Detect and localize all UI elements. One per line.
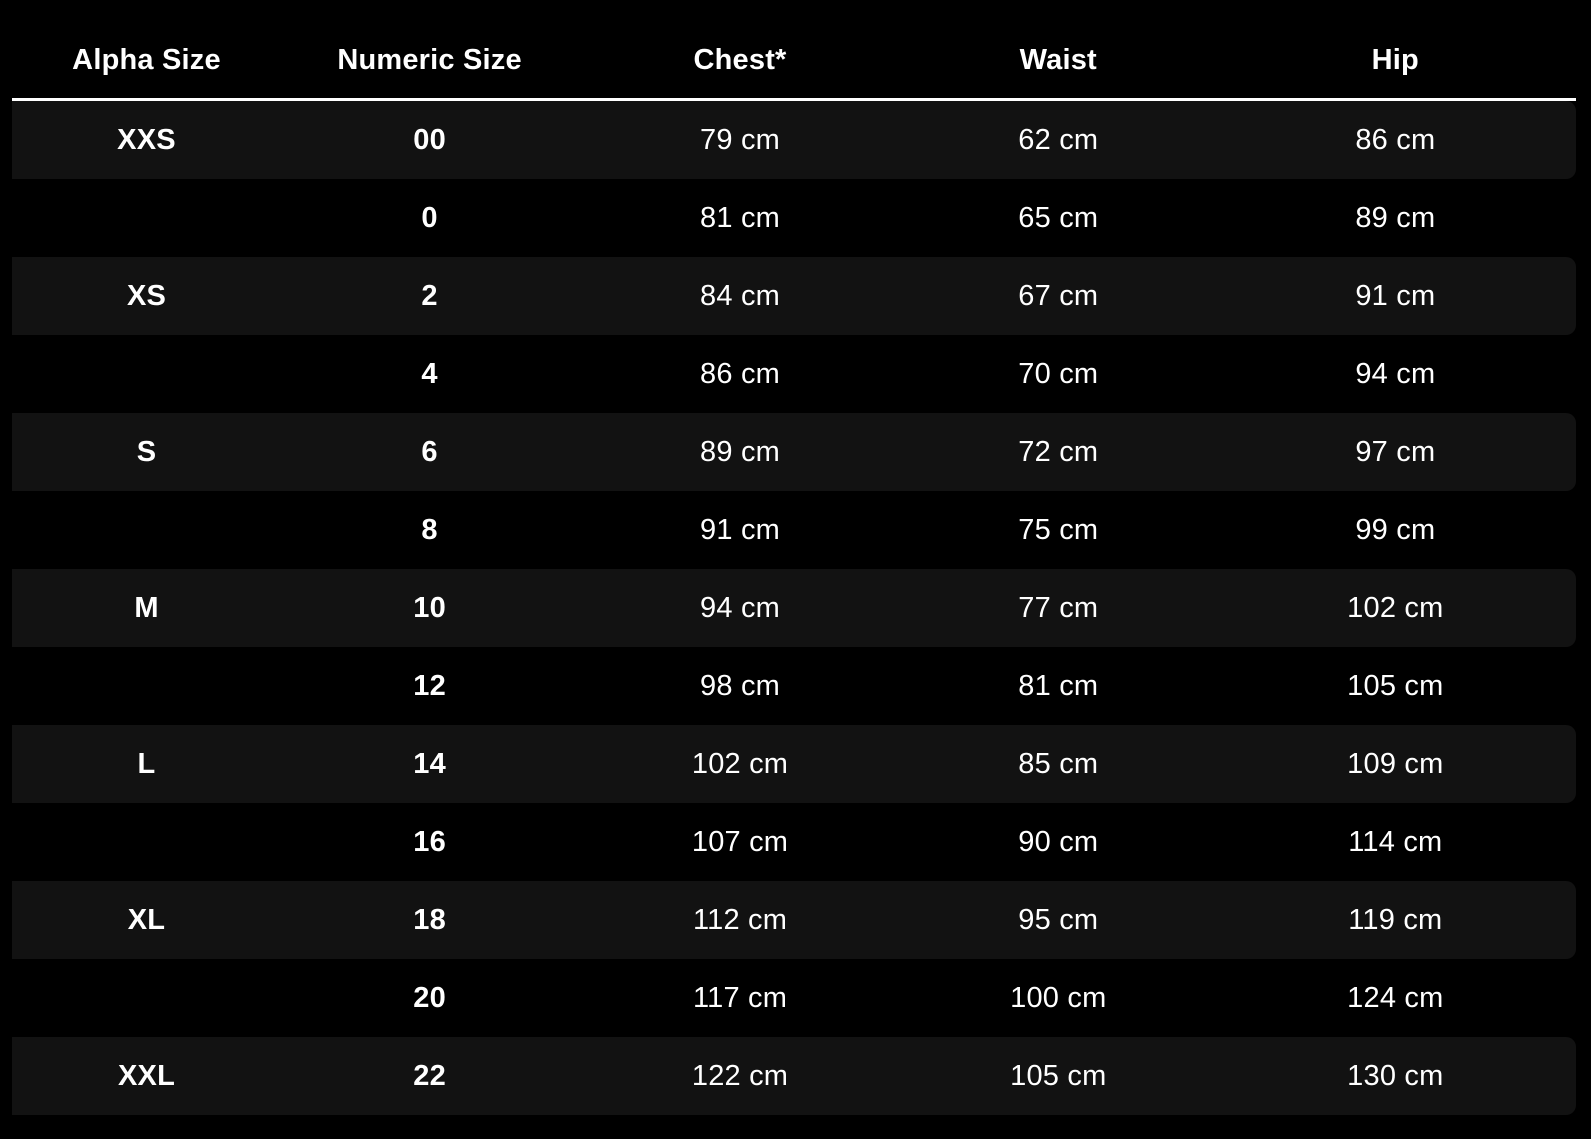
cell-chest: 84 cm <box>700 279 781 312</box>
cell-numeric-size: 12 <box>413 669 446 702</box>
table-row: 4 86 cm 70 cm 94 cm <box>12 335 1576 413</box>
cell-chest: 102 cm <box>691 747 789 780</box>
cell-alpha-size: M <box>134 591 159 624</box>
cell-waist: 90 cm <box>1018 825 1099 858</box>
cell-alpha-size: L <box>137 747 156 780</box>
cell-chest: 86 cm <box>700 357 781 390</box>
cell-chest: 91 cm <box>700 513 781 546</box>
cell-waist: 62 cm <box>1018 123 1099 156</box>
table-header-row: Alpha Size Numeric Size Chest* Waist Hip <box>12 0 1576 98</box>
cell-hip: 102 cm <box>1347 591 1444 624</box>
column-header-hip: Hip <box>1371 43 1419 76</box>
table-row: XXL 22 122 cm 105 cm 130 cm <box>12 1037 1576 1115</box>
cell-hip: 109 cm <box>1347 747 1444 780</box>
cell-alpha-size: XXL <box>118 1059 175 1092</box>
cell-numeric-size: 8 <box>421 513 438 546</box>
table-row: XS 2 84 cm 67 cm 91 cm <box>12 257 1576 335</box>
cell-waist: 65 cm <box>1018 201 1099 234</box>
cell-chest: 98 cm <box>700 669 781 702</box>
cell-numeric-size: 0 <box>421 201 438 234</box>
cell-waist: 105 cm <box>1010 1059 1107 1092</box>
cell-waist: 75 cm <box>1018 513 1099 546</box>
cell-numeric-size: 6 <box>421 435 438 468</box>
cell-waist: 77 cm <box>1018 591 1099 624</box>
size-chart-table: Alpha Size Numeric Size Chest* Waist Hip… <box>12 0 1576 1115</box>
table-row: S 6 89 cm 72 cm 97 cm <box>12 413 1576 491</box>
cell-waist: 70 cm <box>1018 357 1099 390</box>
cell-chest: 94 cm <box>700 591 781 624</box>
cell-hip: 119 cm <box>1348 903 1443 936</box>
cell-waist: 100 cm <box>1010 981 1107 1014</box>
cell-chest: 81 cm <box>700 201 781 234</box>
cell-alpha-size: XS <box>126 279 167 312</box>
cell-chest: 117 cm <box>692 981 788 1014</box>
cell-numeric-size: 00 <box>413 123 446 156</box>
cell-hip: 130 cm <box>1347 1059 1444 1092</box>
cell-hip: 99 cm <box>1355 513 1436 546</box>
cell-hip: 89 cm <box>1355 201 1436 234</box>
table-row: 16 107 cm 90 cm 114 cm <box>12 803 1576 881</box>
table-body: XXS 00 79 cm 62 cm 86 cm 0 81 cm 65 cm 89 cm XS 2 8… <box>12 101 1576 1115</box>
cell-alpha-size: S <box>136 435 157 468</box>
cell-waist: 81 cm <box>1018 669 1099 702</box>
cell-numeric-size: 16 <box>413 825 446 858</box>
table-row: 8 91 cm 75 cm 99 cm <box>12 491 1576 569</box>
cell-chest: 107 cm <box>691 825 789 858</box>
table-row: XL 18 112 cm 95 cm 119 cm <box>12 881 1576 959</box>
cell-waist: 67 cm <box>1018 279 1099 312</box>
table-row: 12 98 cm 81 cm 105 cm <box>12 647 1576 725</box>
cell-hip: 105 cm <box>1347 669 1444 702</box>
cell-chest: 89 cm <box>700 435 781 468</box>
cell-hip: 86 cm <box>1355 123 1436 156</box>
table-row: 0 81 cm 65 cm 89 cm <box>12 179 1576 257</box>
cell-numeric-size: 22 <box>413 1059 446 1092</box>
cell-alpha-size: XXS <box>117 123 176 156</box>
cell-numeric-size: 10 <box>413 591 446 624</box>
cell-chest: 112 cm <box>692 903 788 936</box>
cell-numeric-size: 18 <box>413 903 446 936</box>
column-header-waist: Waist <box>1019 43 1097 76</box>
column-header-numeric-size: Numeric Size <box>337 43 522 76</box>
cell-numeric-size: 4 <box>421 357 438 390</box>
cell-waist: 95 cm <box>1018 903 1099 936</box>
cell-chest: 122 cm <box>691 1059 789 1092</box>
cell-numeric-size: 2 <box>421 279 438 312</box>
cell-hip: 91 cm <box>1355 279 1436 312</box>
cell-hip: 97 cm <box>1355 435 1436 468</box>
table-row: L 14 102 cm 85 cm 109 cm <box>12 725 1576 803</box>
table-row: 20 117 cm 100 cm 124 cm <box>12 959 1576 1037</box>
cell-hip: 124 cm <box>1347 981 1444 1014</box>
cell-waist: 72 cm <box>1018 435 1099 468</box>
cell-waist: 85 cm <box>1018 747 1099 780</box>
column-header-chest: Chest* <box>693 43 787 76</box>
table-row: XXS 00 79 cm 62 cm 86 cm <box>12 101 1576 179</box>
table-row: M 10 94 cm 77 cm 102 cm <box>12 569 1576 647</box>
cell-hip: 114 cm <box>1348 825 1443 858</box>
column-header-alpha-size: Alpha Size <box>72 43 221 76</box>
header-divider <box>12 98 1576 101</box>
cell-numeric-size: 14 <box>413 747 446 780</box>
cell-hip: 94 cm <box>1355 357 1436 390</box>
cell-alpha-size: XL <box>127 903 166 936</box>
cell-numeric-size: 20 <box>413 981 446 1014</box>
cell-chest: 79 cm <box>700 123 781 156</box>
